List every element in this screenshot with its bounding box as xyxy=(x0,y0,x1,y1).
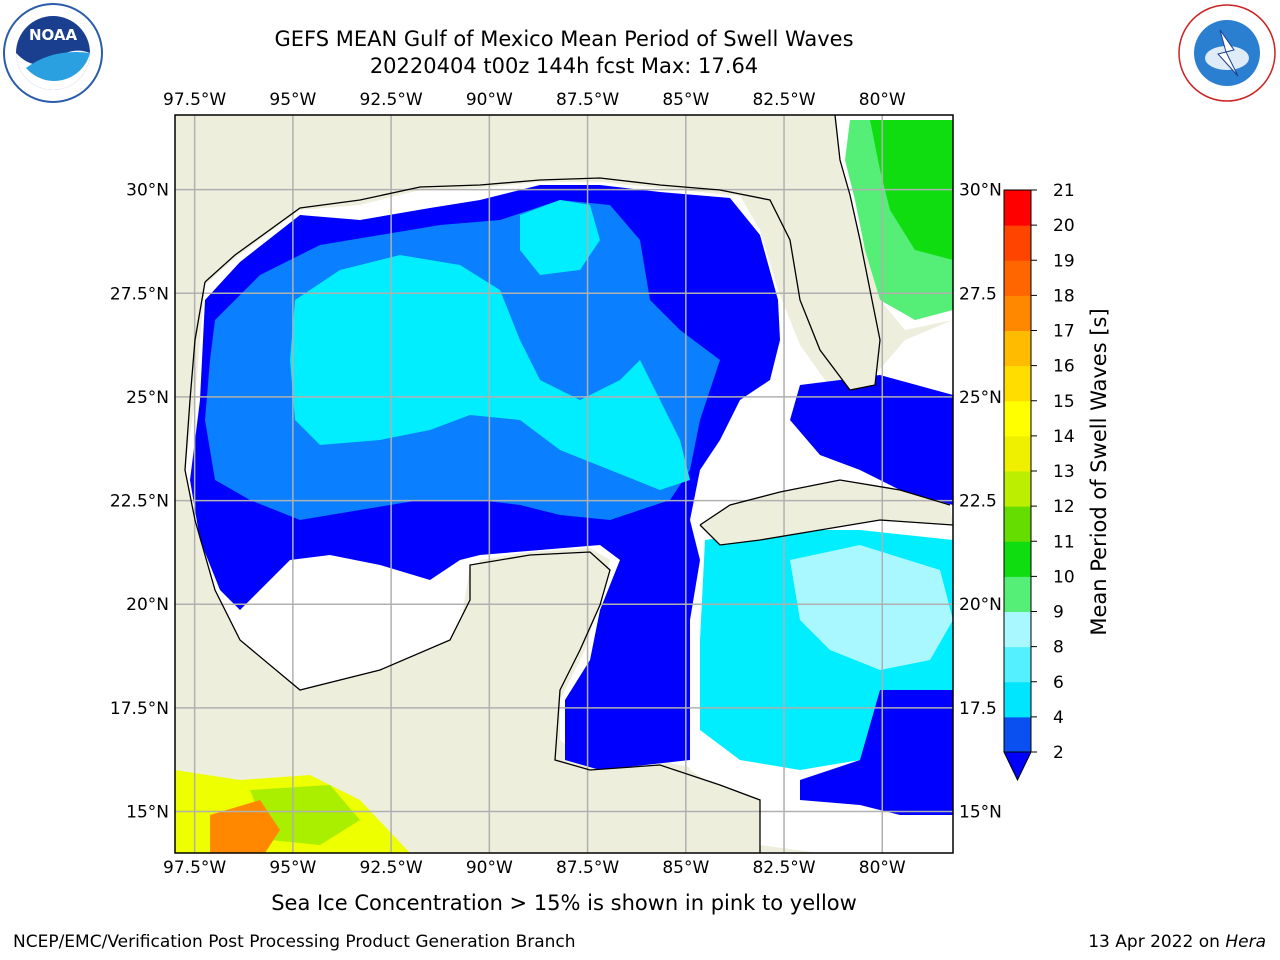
lon-label: 87.5°W xyxy=(556,90,619,110)
colorbar-bin xyxy=(1004,225,1031,261)
honduras-coast xyxy=(520,765,760,853)
colorbar: 2 4 6 8 9 10 11 12 13 14 15 16 17 18 19 20 21 xyxy=(1003,181,1075,782)
footer-credit: NCEP/EMC/Verification Post Processing Pr… xyxy=(13,932,576,952)
lon-label: 82.5°W xyxy=(752,858,815,878)
colorbar-bin xyxy=(1004,541,1031,577)
colorbar-tick-label: 21 xyxy=(1053,181,1075,201)
lon-label: 90°W xyxy=(466,858,513,878)
chart-subtitle: 20220404 t00z 144h fcst Max: 17.64 xyxy=(369,54,759,78)
lon-label: 97.5°W xyxy=(163,858,226,878)
colorbar-bin xyxy=(1004,471,1031,507)
colorbar-tick-label: 4 xyxy=(1053,708,1064,728)
map-frame xyxy=(174,114,954,854)
swell-cyan-ne xyxy=(520,200,600,275)
nws-logo xyxy=(1178,4,1276,102)
cuba xyxy=(700,480,953,545)
colorbar-tick-label: 14 xyxy=(1053,427,1075,447)
colorbar-tick-label: 15 xyxy=(1053,392,1075,412)
lat-label: 27.5°N xyxy=(110,284,169,304)
colorbar-tick-label: 9 xyxy=(1053,603,1064,623)
colorbar-bin xyxy=(1004,260,1031,296)
lat-label: 15°N xyxy=(959,803,1002,823)
colorbar-tick-label: 10 xyxy=(1053,567,1075,587)
colorbar-bin xyxy=(1004,611,1031,648)
caption: Sea Ice Concentration > 15% is shown in … xyxy=(271,891,857,915)
lat-label: 30°N xyxy=(959,181,1002,201)
colorbar-bin xyxy=(1004,190,1031,226)
lon-label: 80°W xyxy=(859,90,906,110)
colorbar-tick-label: 16 xyxy=(1053,357,1075,377)
lat-label: 27.5 xyxy=(959,284,997,304)
lon-label: 95°W xyxy=(269,90,316,110)
lon-label: 85°W xyxy=(662,858,709,878)
coastline xyxy=(184,115,953,853)
colorbar-tick-label: 18 xyxy=(1053,286,1075,306)
footer-date: 13 Apr 2022 on Hera xyxy=(1088,932,1266,952)
colorbar-tick-label: 6 xyxy=(1053,673,1064,693)
colorbar-bin xyxy=(1004,400,1031,437)
lon-label: 92.5°W xyxy=(360,858,423,878)
colorbar-tick-label: 13 xyxy=(1053,462,1075,482)
lat-label: 17.5°N xyxy=(110,699,169,719)
lon-label: 85°W xyxy=(662,90,709,110)
colorbar-tick-label: 17 xyxy=(1053,322,1075,342)
lon-label: 90°W xyxy=(466,90,513,110)
colorbar-bin xyxy=(1004,365,1031,402)
footer-date-text: 13 Apr 2022 on xyxy=(1088,932,1220,952)
footer-host: Hera xyxy=(1225,932,1266,952)
yucatan-peninsula xyxy=(340,552,610,853)
colorbar-bin xyxy=(1004,646,1031,683)
map-field xyxy=(175,115,953,853)
lat-label: 17.5 xyxy=(959,699,997,719)
colorbar-tick-label: 12 xyxy=(1053,497,1075,517)
colorbar-bin xyxy=(1004,295,1031,331)
graticule xyxy=(175,115,953,853)
noaa-logo: NOAA xyxy=(3,3,103,103)
us-gulf-coast xyxy=(175,115,720,520)
lat-labels-left: 30°N 27.5°N 25°N 22.5°N 20°N 17.5°N 15°N xyxy=(110,181,169,823)
lat-label: 25°N xyxy=(126,388,169,408)
noaa-logo-text: NOAA xyxy=(29,26,78,44)
colorbar-tick-label: 19 xyxy=(1053,251,1075,271)
florida-peninsula xyxy=(720,115,880,390)
colorbar-bin xyxy=(1004,435,1031,472)
lat-label: 30°N xyxy=(126,181,169,201)
lon-label: 97.5°W xyxy=(163,90,226,110)
lon-label: 95°W xyxy=(269,858,316,878)
colorbar-extend-arrow xyxy=(1003,751,1032,782)
colorbar-tick-label: 11 xyxy=(1053,532,1075,552)
lon-label: 87.5°W xyxy=(556,858,619,878)
swell-blue-caribbean-south xyxy=(800,690,953,815)
colorbar-bin xyxy=(1004,576,1031,612)
colorbar-bin xyxy=(1004,681,1031,718)
colorbar-tick-label: 8 xyxy=(1053,638,1064,658)
lat-label: 20°N xyxy=(959,595,1002,615)
lat-label: 22.5 xyxy=(959,492,997,512)
colorbar-bin xyxy=(1004,330,1031,367)
swell-light-cyan xyxy=(790,545,953,670)
lon-label: 80°W xyxy=(859,858,906,878)
swell-blue-florida-strait xyxy=(790,375,953,505)
lat-label: 22.5°N xyxy=(110,492,169,512)
chart-title: GEFS MEAN Gulf of Mexico Mean Period of … xyxy=(274,27,854,51)
colorbar-tick-label: 20 xyxy=(1053,216,1075,236)
colorbar-tick-label: 2 xyxy=(1053,743,1064,763)
lat-labels-right: 30°N 27.5 25°N 22.5 20°N 17.5 15°N xyxy=(959,181,1002,823)
colorbar-bin xyxy=(1004,716,1031,753)
lon-label: 92.5°W xyxy=(360,90,423,110)
lon-labels-top: 97.5°W 95°W 92.5°W 90°W 87.5°W 85°W 82.5°W 80°W xyxy=(163,90,906,110)
lon-labels-bottom: 97.5°W 95°W 92.5°W 90°W 87.5°W 85°W 82.5°W 80°W xyxy=(163,858,906,878)
lon-label: 82.5°W xyxy=(752,90,815,110)
colorbar-label: Mean Period of Swell Waves [s] xyxy=(1087,308,1111,635)
lat-label: 15°N xyxy=(126,803,169,823)
swell-pacific-orange xyxy=(210,800,280,853)
lat-label: 25°N xyxy=(959,388,1002,408)
lat-label: 20°N xyxy=(126,595,169,615)
colorbar-bin xyxy=(1004,506,1031,542)
